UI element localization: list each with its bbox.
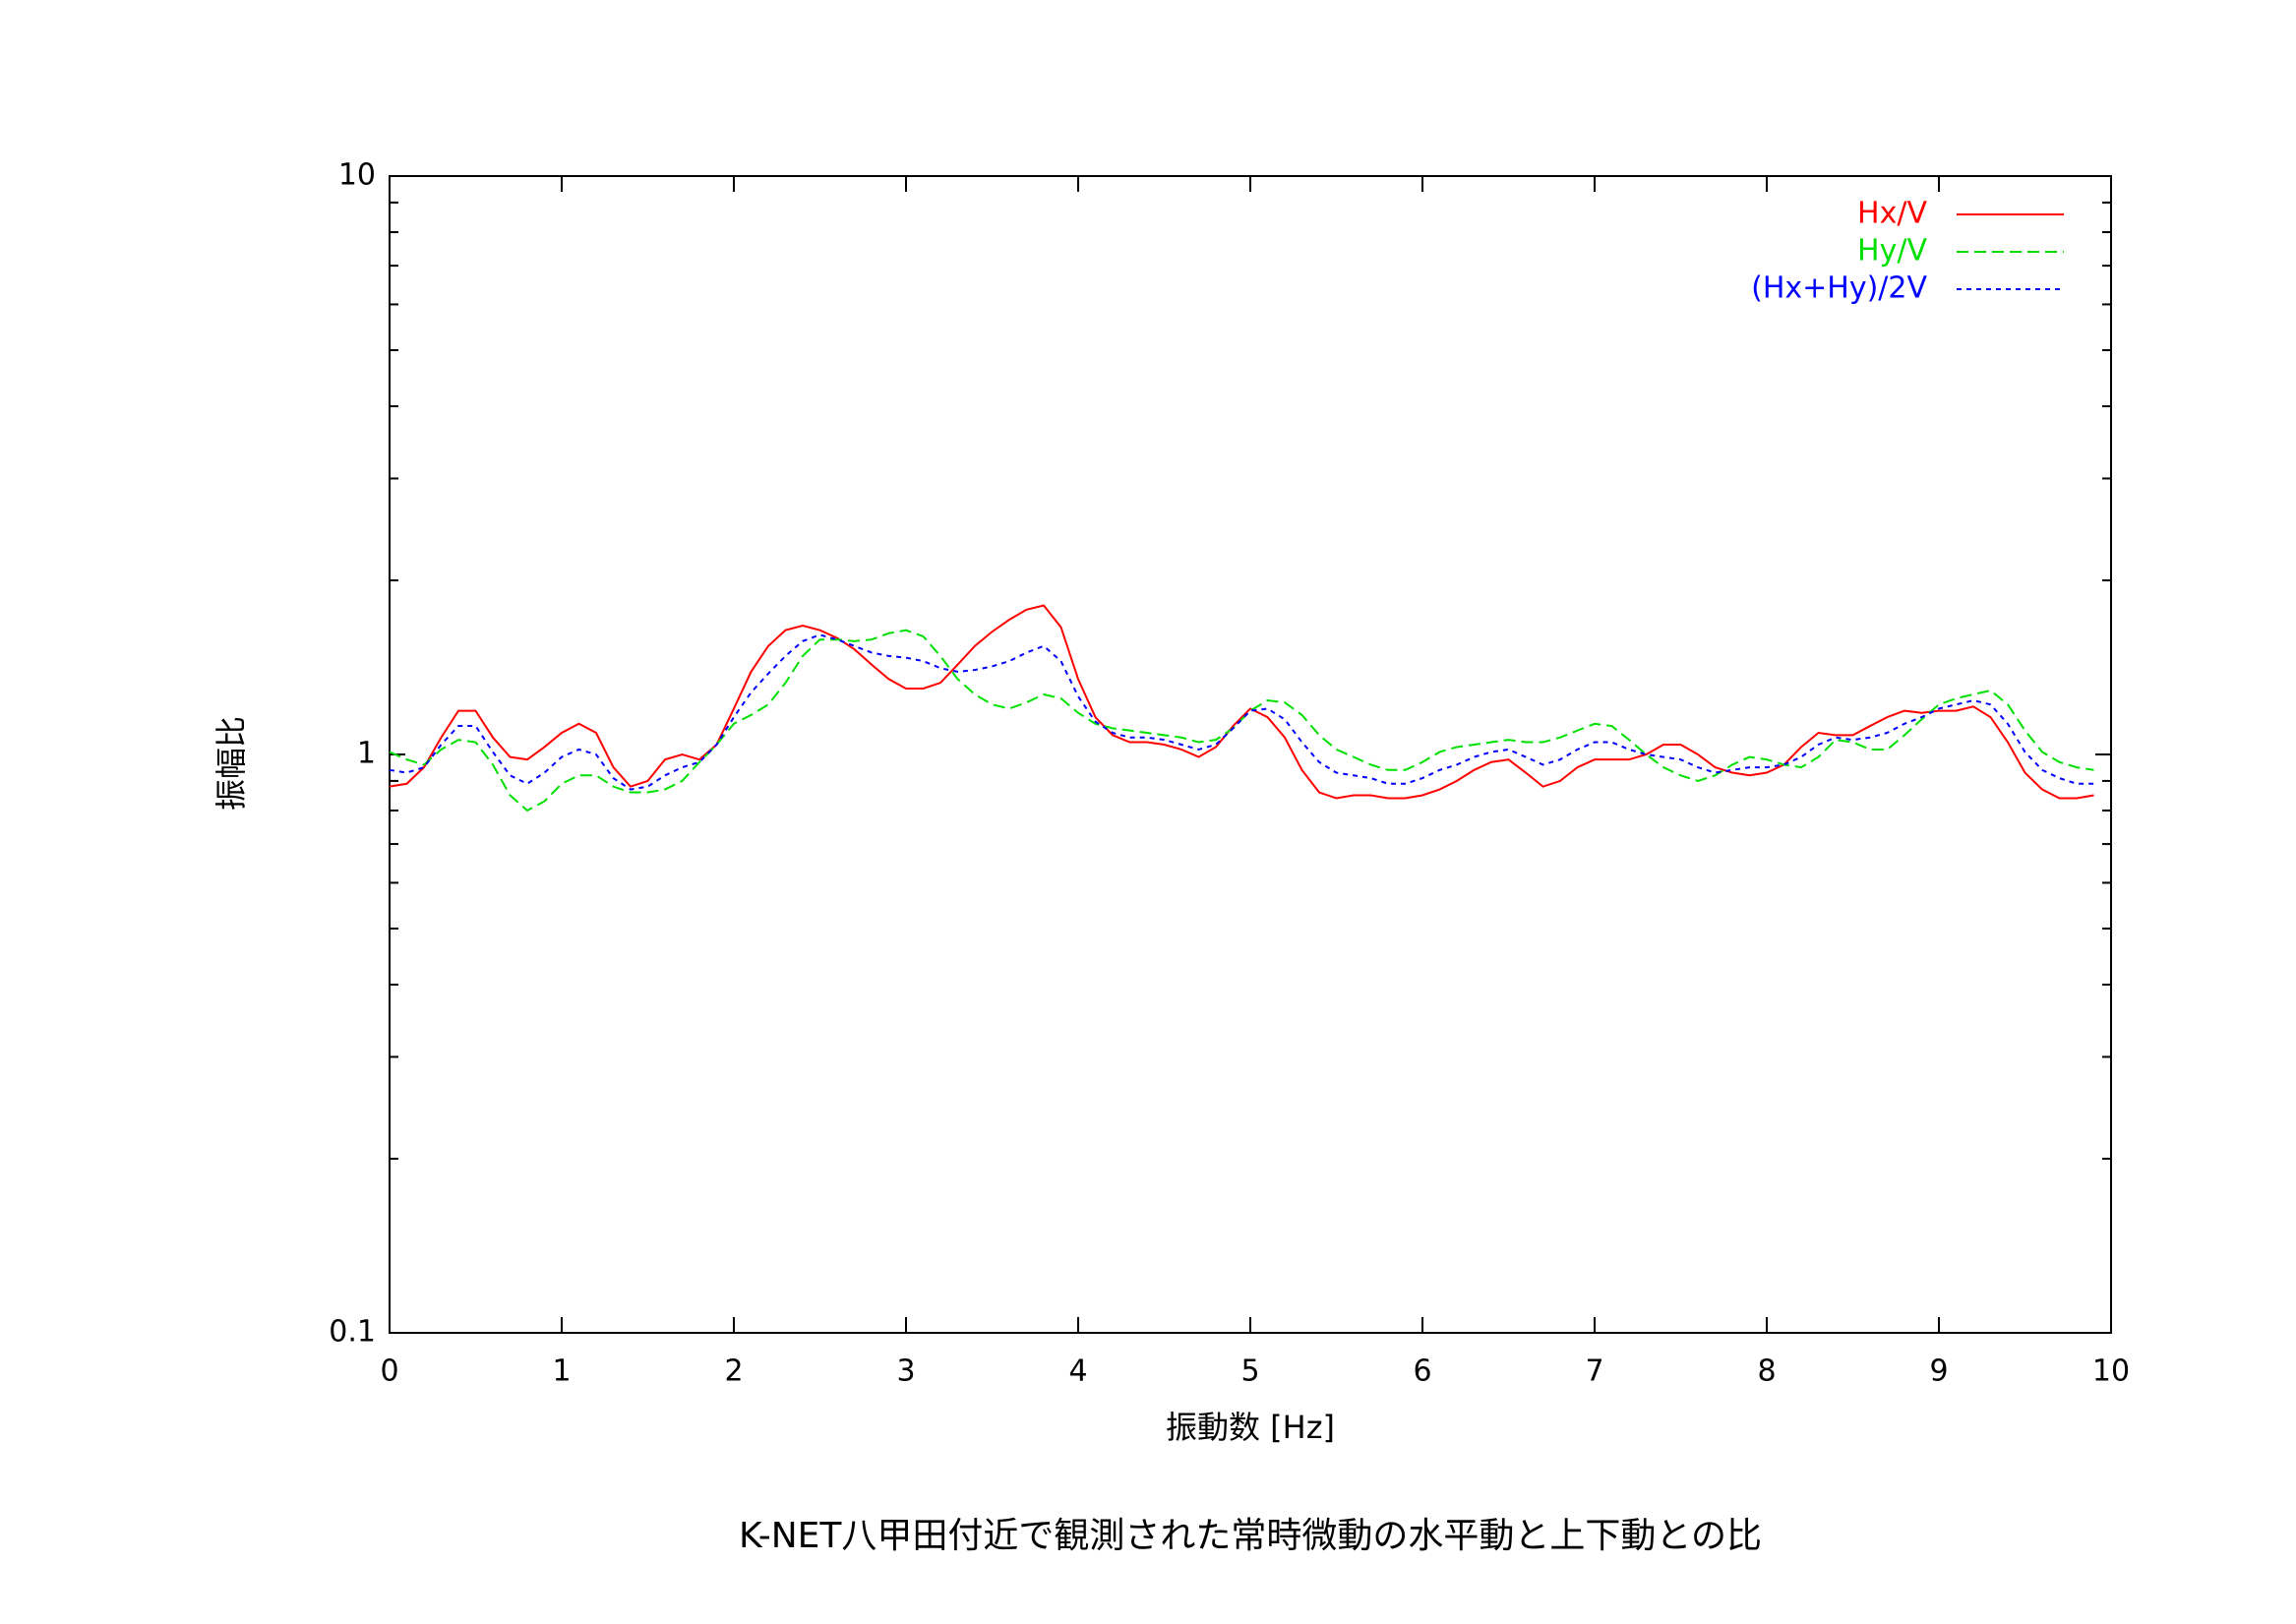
y-tick-label: 10 xyxy=(338,158,376,193)
x-tick-label: 10 xyxy=(2092,1354,2130,1389)
x-tick-label: 2 xyxy=(724,1354,743,1389)
x-tick-label: 0 xyxy=(380,1354,398,1389)
chart-title: K-NET八甲田付近で観測された常時微動の水平動と上下動との比 xyxy=(739,1516,1762,1556)
legend-label: Hy/V xyxy=(1857,234,1927,269)
y-tick-label: 0.1 xyxy=(329,1315,376,1350)
plot-frame xyxy=(389,175,2112,1334)
data-line xyxy=(389,604,2094,800)
data-line xyxy=(389,633,2094,791)
x-tick-label: 6 xyxy=(1413,1354,1431,1389)
legend-label: Hx/V xyxy=(1857,197,1927,231)
x-tick-label: 1 xyxy=(552,1354,571,1389)
data-line xyxy=(389,629,2094,812)
x-tick-label: 9 xyxy=(1929,1354,1948,1389)
x-tick-label: 5 xyxy=(1240,1354,1259,1389)
x-tick-label: 3 xyxy=(896,1354,915,1389)
y-tick-label: 1 xyxy=(357,737,376,771)
x-tick-label: 7 xyxy=(1585,1354,1603,1389)
y-axis-label: 振幅比 xyxy=(212,716,250,811)
x-axis-label: 振動数 [Hz] xyxy=(1166,1409,1335,1446)
x-tick-label: 4 xyxy=(1068,1354,1087,1389)
x-tick-label: 8 xyxy=(1757,1354,1776,1389)
legend-label: (Hx+Hy)/2V xyxy=(1751,271,1927,306)
